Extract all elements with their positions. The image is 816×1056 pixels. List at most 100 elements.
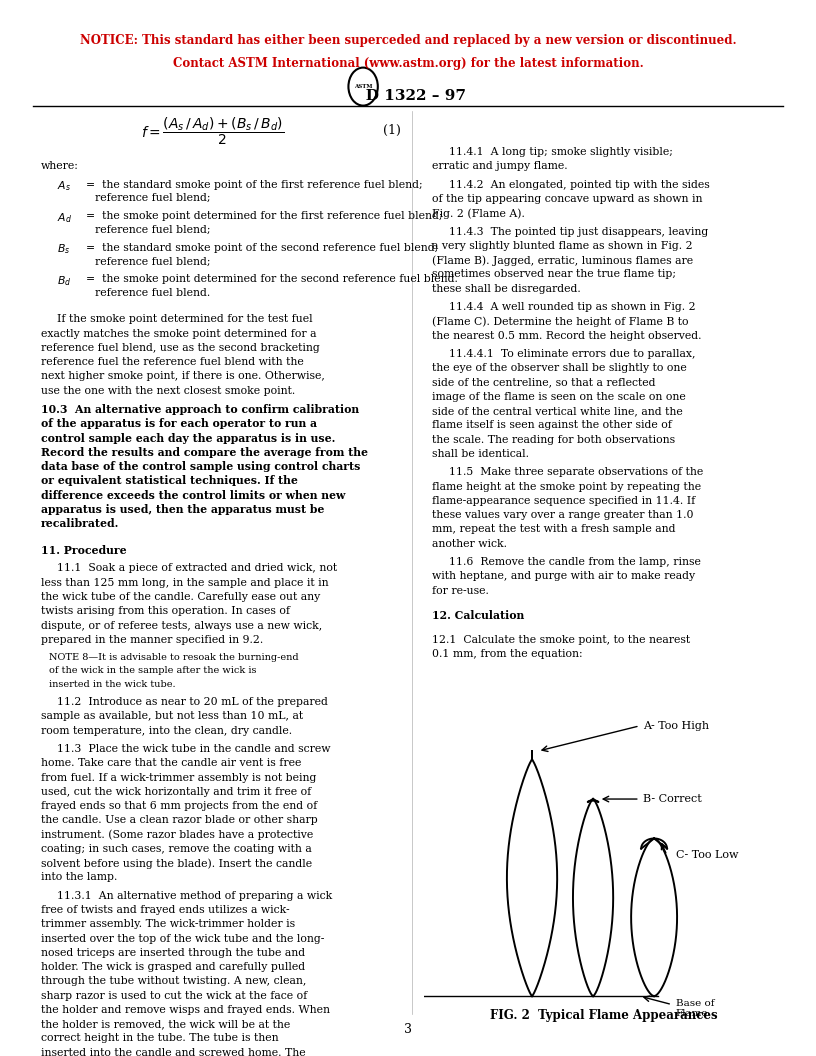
- Text: 3: 3: [404, 1023, 412, 1036]
- Text: 11.2  Introduce as near to 20 mL of the prepared: 11.2 Introduce as near to 20 mL of the p…: [57, 697, 328, 708]
- Text: through the tube without twisting. A new, clean,: through the tube without twisting. A new…: [41, 977, 306, 986]
- Text: with heptane, and purge with air to make ready: with heptane, and purge with air to make…: [432, 571, 695, 581]
- Text: coating; in such cases, remove the coating with a: coating; in such cases, remove the coati…: [41, 844, 312, 854]
- Text: NOTICE: This standard has either been superceded and replaced by a new version o: NOTICE: This standard has either been su…: [80, 34, 736, 46]
- Text: frayed ends so that 6 mm projects from the end of: frayed ends so that 6 mm projects from t…: [41, 802, 317, 811]
- Text: reference fuel blend.: reference fuel blend.: [95, 288, 210, 298]
- Text: 11.4.4  A well rounded tip as shown in Fig. 2: 11.4.4 A well rounded tip as shown in Fi…: [449, 302, 695, 312]
- Text: 11.5  Make three separate observations of the: 11.5 Make three separate observations of…: [449, 467, 703, 477]
- Text: $f = \dfrac{(A_s\,/\,A_d) + (B_s\,/\,B_d)}{2}$: $f = \dfrac{(A_s\,/\,A_d) + (B_s\,/\,B_d…: [140, 115, 284, 147]
- Text: 11.6  Remove the candle from the lamp, rinse: 11.6 Remove the candle from the lamp, ri…: [449, 557, 701, 567]
- Text: =  the smoke point determined for the first reference fuel blend;: = the smoke point determined for the fir…: [86, 211, 442, 221]
- Text: the candle. Use a clean razor blade or other sharp: the candle. Use a clean razor blade or o…: [41, 815, 317, 826]
- Text: the scale. The reading for both observations: the scale. The reading for both observat…: [432, 434, 676, 445]
- Text: the eye of the observer shall be slightly to one: the eye of the observer shall be slightl…: [432, 363, 687, 373]
- Text: $\mathit{B_s}$: $\mathit{B_s}$: [57, 243, 70, 257]
- Text: 11.4.4.1  To eliminate errors due to parallax,: 11.4.4.1 To eliminate errors due to para…: [449, 348, 695, 359]
- Text: these values vary over a range greater than 1.0: these values vary over a range greater t…: [432, 510, 694, 520]
- Text: mm, repeat the test with a fresh sample and: mm, repeat the test with a fresh sample …: [432, 524, 676, 534]
- Text: from fuel. If a wick-trimmer assembly is not being: from fuel. If a wick-trimmer assembly is…: [41, 773, 316, 782]
- Text: sometimes observed near the true flame tip;: sometimes observed near the true flame t…: [432, 269, 676, 279]
- Text: (Flame C). Determine the height of Flame B to: (Flame C). Determine the height of Flame…: [432, 316, 689, 327]
- Text: used, cut the wick horizontally and trim it free of: used, cut the wick horizontally and trim…: [41, 787, 311, 797]
- Text: solvent before using the blade). Insert the candle: solvent before using the blade). Insert …: [41, 859, 312, 869]
- Text: FIG. 2  Typical Flame Appearances: FIG. 2 Typical Flame Appearances: [490, 1010, 717, 1022]
- Text: use the one with the next closest smoke point.: use the one with the next closest smoke …: [41, 385, 295, 396]
- Text: ASTM: ASTM: [354, 84, 372, 89]
- Text: of the wick in the sample after the wick is: of the wick in the sample after the wick…: [49, 666, 256, 676]
- Text: reference fuel the reference fuel blend with the: reference fuel the reference fuel blend …: [41, 357, 304, 367]
- Text: correct height in the tube. The tube is then: correct height in the tube. The tube is …: [41, 1034, 278, 1043]
- Text: D 1322 – 97: D 1322 – 97: [350, 89, 466, 102]
- Text: 11.3.1  An alternative method of preparing a wick: 11.3.1 An alternative method of preparin…: [57, 891, 332, 901]
- Text: the holder and remove wisps and frayed ends. When: the holder and remove wisps and frayed e…: [41, 1005, 330, 1015]
- Text: less than 125 mm long, in the sample and place it in: less than 125 mm long, in the sample and…: [41, 578, 328, 588]
- Text: 11.4.3  The pointed tip just disappears, leaving: 11.4.3 The pointed tip just disappears, …: [449, 226, 708, 237]
- Text: room temperature, into the clean, dry candle.: room temperature, into the clean, dry ca…: [41, 725, 292, 736]
- Text: or equivalent statistical techniques. If the: or equivalent statistical techniques. If…: [41, 475, 298, 487]
- Text: $\mathit{A_s}$: $\mathit{A_s}$: [57, 180, 71, 193]
- Text: instrument. (Some razor blades have a protective: instrument. (Some razor blades have a pr…: [41, 830, 313, 841]
- Text: (1): (1): [383, 125, 401, 137]
- Text: =  the smoke point determined for the second reference fuel blend.: = the smoke point determined for the sec…: [86, 275, 458, 284]
- Text: reference fuel blend;: reference fuel blend;: [95, 257, 211, 266]
- Text: where:: where:: [41, 161, 78, 170]
- Text: apparatus is used, then the apparatus must be: apparatus is used, then the apparatus mu…: [41, 504, 324, 515]
- Text: 12.1  Calculate the smoke point, to the nearest: 12.1 Calculate the smoke point, to the n…: [432, 635, 690, 645]
- Text: data base of the control sample using control charts: data base of the control sample using co…: [41, 461, 360, 472]
- Text: of the apparatus is for each operator to run a: of the apparatus is for each operator to…: [41, 418, 317, 430]
- Text: 10.3  An alternative approach to confirm calibration: 10.3 An alternative approach to confirm …: [41, 404, 359, 415]
- Text: $\mathit{A_d}$: $\mathit{A_d}$: [57, 211, 72, 225]
- Text: for re-use.: for re-use.: [432, 585, 490, 596]
- Text: free of twists and frayed ends utilizes a wick-: free of twists and frayed ends utilizes …: [41, 905, 290, 916]
- Text: a very slightly blunted flame as shown in Fig. 2: a very slightly blunted flame as shown i…: [432, 241, 693, 250]
- Text: next higher smoke point, if there is one. Otherwise,: next higher smoke point, if there is one…: [41, 372, 325, 381]
- Text: home. Take care that the candle air vent is free: home. Take care that the candle air vent…: [41, 758, 301, 769]
- Text: another wick.: another wick.: [432, 539, 508, 548]
- Text: the wick tube of the candle. Carefully ease out any: the wick tube of the candle. Carefully e…: [41, 592, 320, 602]
- Text: 12. Calculation: 12. Calculation: [432, 610, 525, 621]
- Text: C- Too Low: C- Too Low: [676, 850, 738, 861]
- Text: 0.1 mm, from the equation:: 0.1 mm, from the equation:: [432, 649, 583, 659]
- Text: into the lamp.: into the lamp.: [41, 872, 118, 883]
- Text: 11.1  Soak a piece of extracted and dried wick, not: 11.1 Soak a piece of extracted and dried…: [57, 564, 337, 573]
- Text: exactly matches the smoke point determined for a: exactly matches the smoke point determin…: [41, 328, 317, 339]
- Text: nosed triceps are inserted through the tube and: nosed triceps are inserted through the t…: [41, 948, 305, 958]
- Text: If the smoke point determined for the test fuel: If the smoke point determined for the te…: [57, 315, 313, 324]
- Text: Contact ASTM International (www.astm.org) for the latest information.: Contact ASTM International (www.astm.org…: [173, 57, 643, 70]
- Text: dispute, or of referee tests, always use a new wick,: dispute, or of referee tests, always use…: [41, 621, 322, 630]
- Text: 11.4.1  A long tip; smoke slightly visible;: 11.4.1 A long tip; smoke slightly visibl…: [449, 147, 672, 156]
- Text: holder. The wick is grasped and carefully pulled: holder. The wick is grasped and carefull…: [41, 962, 305, 973]
- Text: flame-appearance sequence specified in 11.4. If: flame-appearance sequence specified in 1…: [432, 495, 696, 506]
- Text: image of the flame is seen on the scale on one: image of the flame is seen on the scale …: [432, 392, 686, 401]
- Text: of the tip appearing concave upward as shown in: of the tip appearing concave upward as s…: [432, 193, 703, 204]
- Text: B- Correct: B- Correct: [643, 794, 702, 804]
- Text: difference exceeds the control limits or when new: difference exceeds the control limits or…: [41, 490, 345, 501]
- Text: NOTE 8—It is advisable to resoak the burning-end: NOTE 8—It is advisable to resoak the bur…: [49, 654, 299, 662]
- Text: inserted into the candle and screwed home. The: inserted into the candle and screwed hom…: [41, 1048, 305, 1056]
- Text: these shall be disregarded.: these shall be disregarded.: [432, 283, 581, 294]
- Text: inserted in the wick tube.: inserted in the wick tube.: [49, 680, 175, 689]
- Text: sharp razor is used to cut the wick at the face of: sharp razor is used to cut the wick at t…: [41, 991, 307, 1001]
- Text: flame itself is seen against the other side of: flame itself is seen against the other s…: [432, 420, 672, 430]
- Text: 11.4.2  An elongated, pointed tip with the sides: 11.4.2 An elongated, pointed tip with th…: [449, 180, 710, 189]
- Text: sample as available, but not less than 10 mL, at: sample as available, but not less than 1…: [41, 712, 303, 721]
- Text: erratic and jumpy flame.: erratic and jumpy flame.: [432, 161, 568, 171]
- Text: reference fuel blend;: reference fuel blend;: [95, 193, 211, 203]
- Text: (Flame B). Jagged, erratic, luminous flames are: (Flame B). Jagged, erratic, luminous fla…: [432, 254, 694, 266]
- Text: Base of
Flame: Base of Flame: [676, 999, 714, 1018]
- Text: the nearest 0.5 mm. Record the height observed.: the nearest 0.5 mm. Record the height ob…: [432, 331, 702, 340]
- Text: =  the standard smoke point of the second reference fuel blend;: = the standard smoke point of the second…: [86, 243, 438, 252]
- Text: $\mathit{B_d}$: $\mathit{B_d}$: [57, 275, 72, 288]
- Text: flame height at the smoke point by repeating the: flame height at the smoke point by repea…: [432, 482, 702, 491]
- Text: control sample each day the apparatus is in use.: control sample each day the apparatus is…: [41, 433, 335, 444]
- Text: recalibrated.: recalibrated.: [41, 518, 119, 529]
- Text: 11. Procedure: 11. Procedure: [41, 545, 126, 557]
- Text: 11.3  Place the wick tube in the candle and screw: 11.3 Place the wick tube in the candle a…: [57, 744, 330, 754]
- Text: twists arising from this operation. In cases of: twists arising from this operation. In c…: [41, 606, 290, 617]
- Text: the holder is removed, the wick will be at the: the holder is removed, the wick will be …: [41, 1019, 290, 1030]
- Text: =  the standard smoke point of the first reference fuel blend;: = the standard smoke point of the first …: [86, 180, 423, 189]
- Text: reference fuel blend, use as the second bracketing: reference fuel blend, use as the second …: [41, 343, 320, 353]
- Text: side of the centreline, so that a reflected: side of the centreline, so that a reflec…: [432, 377, 656, 388]
- Text: side of the central vertical white line, and the: side of the central vertical white line,…: [432, 406, 683, 416]
